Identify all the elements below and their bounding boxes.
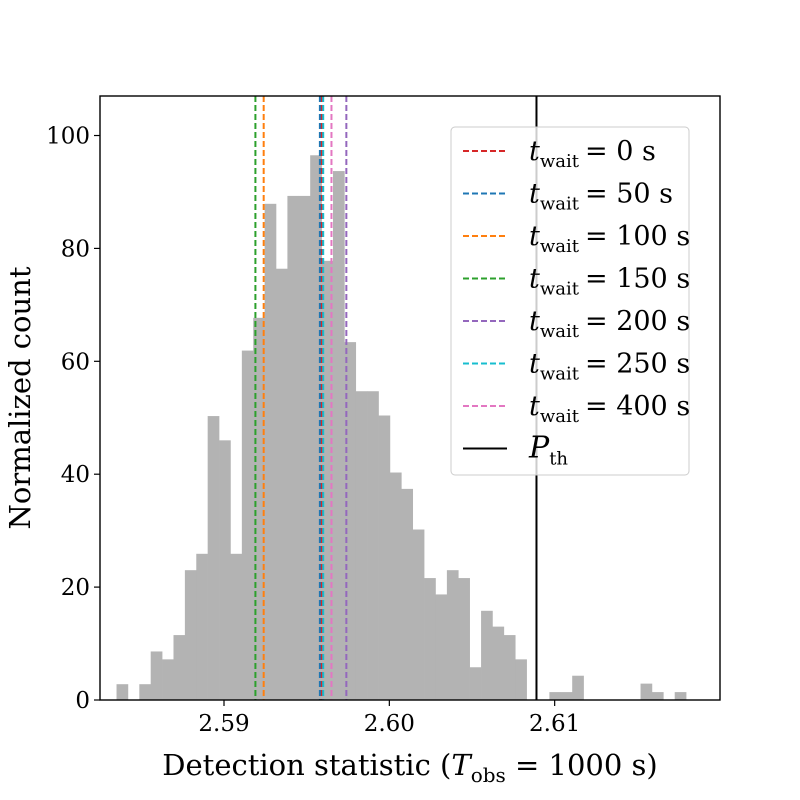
histogram-bar [424, 578, 436, 700]
histogram-bar [560, 692, 573, 700]
histogram-bar [412, 529, 425, 700]
histogram-bar [310, 155, 322, 701]
x-tick-label: 2.60 [364, 711, 415, 737]
legend-label: Pth [528, 431, 568, 470]
legend-entry: twait = 100 s [463, 221, 690, 257]
histogram-bar [674, 692, 687, 700]
y-tick-label: 80 [61, 236, 90, 262]
histogram-bar [139, 684, 152, 700]
histogram-bars [116, 155, 687, 701]
histogram-bar [469, 667, 482, 700]
legend-entry: twait = 400 s [463, 391, 690, 427]
histogram-bar [207, 416, 220, 700]
legend-label: twait = 0 s [529, 136, 656, 172]
legend-label: twait = 250 s [529, 349, 690, 385]
y-tick-label: 40 [61, 462, 90, 488]
x-axis-label: Detection statistic (Tobs = 1000 s) [162, 748, 658, 787]
legend-box [450, 126, 690, 476]
histogram-bar [298, 195, 311, 701]
legend-label: twait = 150 s [529, 264, 690, 300]
histogram-bar [355, 391, 368, 700]
histogram-bar [401, 488, 414, 700]
histogram-bar [116, 684, 129, 700]
histogram-bar [651, 692, 664, 700]
legend-entry: twait = 150 s [463, 264, 690, 300]
plot-frame [99, 95, 721, 701]
x-tick-label: 2.59 [198, 711, 249, 737]
histogram-bar [162, 659, 174, 700]
legend: twait = 0 s twait = 50 s twait = 100 s twait = … [450, 126, 690, 476]
legend-entry: twait = 200 s [463, 306, 690, 342]
histogram-bar [549, 692, 562, 700]
legend-entry: twait = 50 s [463, 179, 673, 215]
legend-entry: twait = 0 s [463, 136, 656, 172]
histogram-bar [184, 570, 197, 700]
x-axis-ticks: 2.59 2.60 2.61 [198, 700, 580, 737]
histogram-bar [321, 260, 334, 700]
histogram-bar [367, 391, 379, 700]
histogram-bar [173, 635, 186, 700]
histogram-bar [264, 203, 277, 700]
legend-label: twait = 100 s [529, 221, 690, 257]
legend-label: twait = 50 s [529, 179, 673, 215]
y-tick-label: 0 [75, 688, 90, 714]
legend-entry: twait = 250 s [463, 349, 690, 385]
histogram-bar [389, 472, 402, 700]
histogram-bar [196, 553, 208, 700]
histogram-bar [332, 171, 345, 700]
histogram-bar [219, 440, 231, 700]
legend-label: twait = 400 s [529, 391, 690, 427]
histogram-bar [150, 651, 163, 700]
histogram-bar [276, 268, 288, 700]
y-axis-ticks: 0 20 40 60 80 100 [46, 124, 100, 714]
histogram-bar [458, 578, 470, 700]
histogram-bar [572, 675, 584, 700]
histogram-bar [481, 610, 493, 700]
x-tick-label: 2.61 [529, 711, 580, 737]
histogram-bar [503, 635, 516, 700]
y-tick-label: 20 [61, 575, 90, 601]
histogram-bar [492, 626, 505, 700]
histogram-bar [378, 415, 391, 700]
histogram-bar [435, 594, 448, 700]
histogram-bar [241, 350, 254, 700]
histogram-bar [344, 342, 357, 700]
legend-label: twait = 200 s [529, 306, 690, 342]
y-axis-label: Normalized count [3, 266, 37, 529]
histogram-bar [253, 317, 265, 700]
histogram-bar [640, 683, 653, 700]
histogram-bar [515, 659, 527, 700]
histogram-bar [446, 570, 459, 700]
histogram-bar [287, 195, 300, 701]
legend-entry: Pth [463, 431, 568, 470]
threshold-lines [254, 96, 538, 700]
histogram-bar [230, 553, 243, 700]
y-tick-label: 60 [61, 349, 90, 375]
y-tick-label: 100 [46, 124, 90, 150]
